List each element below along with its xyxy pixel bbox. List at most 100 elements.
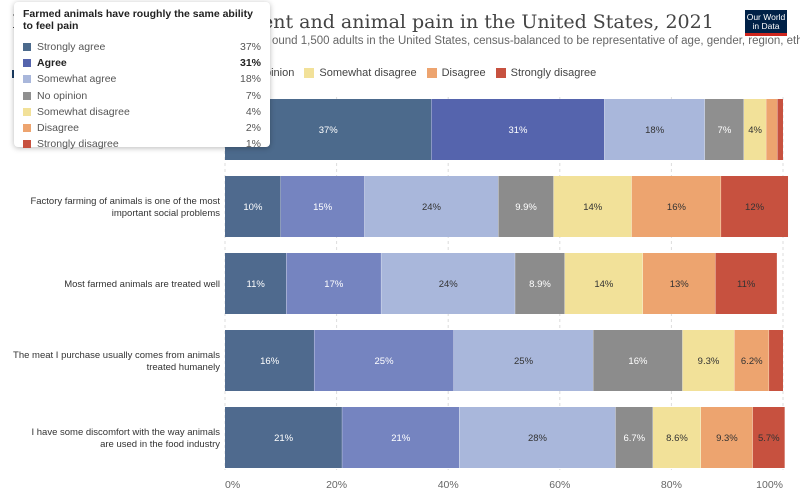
legend-label: Strongly disagree <box>510 67 597 79</box>
bar-segment <box>642 253 716 314</box>
bar-segment <box>553 176 632 237</box>
tooltip-row: Disagree 2% <box>23 120 261 136</box>
tooltip-swatch <box>23 107 31 116</box>
x-tick-label: 100% <box>756 479 783 491</box>
bar-segment <box>777 99 783 160</box>
bar-segment <box>280 176 365 237</box>
data-label: 24% <box>439 279 459 290</box>
legend-item[interactable]: Somewhat disagree <box>304 67 417 79</box>
tooltip-swatch <box>23 91 31 100</box>
data-label: 25% <box>375 356 395 367</box>
bar-segment <box>498 176 554 237</box>
bar-segment <box>453 330 594 391</box>
tooltip-label: Agree <box>37 57 67 70</box>
data-label: 10% <box>243 202 263 213</box>
tooltip-value: 7% <box>245 89 261 102</box>
tooltip-label: Somewhat disagree <box>37 105 130 118</box>
bar-segment <box>652 407 701 468</box>
tooltip-value: 1% <box>245 138 261 151</box>
data-label: 21% <box>391 433 411 444</box>
bar-segment <box>682 330 735 391</box>
tooltip-value: 31% <box>239 57 261 70</box>
bar-segment <box>734 330 770 391</box>
tooltip-value: 2% <box>245 122 261 135</box>
bar-segment <box>225 330 315 391</box>
data-label: 11% <box>737 279 756 290</box>
data-label: 37% <box>319 125 339 136</box>
bar-segment <box>381 253 516 314</box>
chart-title: ent and animal pain in the United States… <box>262 11 714 33</box>
data-label: 16% <box>628 356 648 367</box>
tooltip-label: No opinion <box>37 89 88 102</box>
legend-item[interactable]: Disagree <box>426 67 486 79</box>
logo-line-1: Our World <box>746 12 786 22</box>
data-label: 16% <box>260 356 280 367</box>
category-label: Most farmed animals are treated well <box>64 279 220 290</box>
tooltip-value: 4% <box>245 105 261 118</box>
tooltip-row: Strongly agree 37% <box>23 39 261 55</box>
data-label: 6.2% <box>741 356 763 367</box>
tooltip-row: Strongly disagree 1% <box>23 136 261 152</box>
data-label: 8.9% <box>529 279 551 290</box>
tooltip-label: Strongly disagree <box>37 138 119 151</box>
tooltip-label: Disagree <box>37 122 80 135</box>
owid-logo[interactable]: Our World in Data <box>745 10 787 36</box>
tooltip-swatch <box>23 59 31 68</box>
bar-segment <box>743 99 767 160</box>
legend-swatch <box>495 68 506 78</box>
data-label: 7% <box>718 125 732 136</box>
bar-segment <box>766 99 778 160</box>
tooltip-swatch <box>23 140 31 149</box>
tooltip-value: 37% <box>239 41 261 54</box>
data-label: 17% <box>324 279 344 290</box>
tooltip-value: 18% <box>239 73 261 86</box>
data-label: 6.7% <box>623 433 645 444</box>
data-label: 11% <box>247 279 266 290</box>
data-label: 4% <box>748 125 762 136</box>
bar-segment <box>314 330 454 391</box>
data-label: 28% <box>528 433 548 444</box>
bar-segment <box>225 176 281 237</box>
bar-segment <box>631 176 722 237</box>
data-label: 8.6% <box>666 433 688 444</box>
data-label: 18% <box>645 125 665 136</box>
legend: pinion Somewhat disagree Disagree Strongly … <box>265 67 596 79</box>
bar-segment <box>225 253 287 314</box>
bar-segment <box>364 176 499 237</box>
tooltip-swatch <box>23 75 31 84</box>
legend-item[interactable]: Strongly disagree <box>495 67 597 79</box>
tooltip-row: No opinion 7% <box>23 88 261 104</box>
legend-item[interactable]: pinion <box>265 67 294 79</box>
bar-segment <box>431 99 605 160</box>
legend-swatch <box>304 68 315 78</box>
bar-segment <box>225 407 343 468</box>
legend-label: Somewhat disagree <box>319 67 417 79</box>
tooltip-label: Strongly agree <box>37 41 106 54</box>
data-label: 31% <box>508 125 528 136</box>
tooltip-swatch <box>23 124 31 133</box>
bar-segment <box>752 407 785 468</box>
data-label: 16% <box>667 202 687 213</box>
bar-segment <box>704 99 744 160</box>
data-label: 14% <box>583 202 603 213</box>
tooltip-title: Farmed animals have roughly the same abi… <box>23 8 253 32</box>
legend-label: Disagree <box>441 67 486 79</box>
tooltip-row: Agree 31% <box>23 55 261 71</box>
data-label: 21% <box>274 433 294 444</box>
data-label: 12% <box>745 202 765 213</box>
category-label: Factory farming of animals is one of the… <box>30 196 220 219</box>
x-tick-label: 20% <box>326 479 347 491</box>
bar-segment <box>615 407 653 468</box>
tooltip-row: Somewhat disagree 4% <box>23 104 261 120</box>
data-label: 9.3% <box>716 433 738 444</box>
data-label: 25% <box>514 356 534 367</box>
x-tick-label: 40% <box>438 479 459 491</box>
x-tick-label: 80% <box>661 479 682 491</box>
bar-segment <box>286 253 382 314</box>
category-label: The meat I purchase usually comes from a… <box>13 350 220 373</box>
tooltip-rows: Strongly agree 37% Agree 31% Somewhat agree 1… <box>23 39 261 152</box>
logo-line-2: in Data <box>752 21 780 31</box>
bar-segment <box>593 330 683 391</box>
legend-label: pinion <box>265 67 295 79</box>
